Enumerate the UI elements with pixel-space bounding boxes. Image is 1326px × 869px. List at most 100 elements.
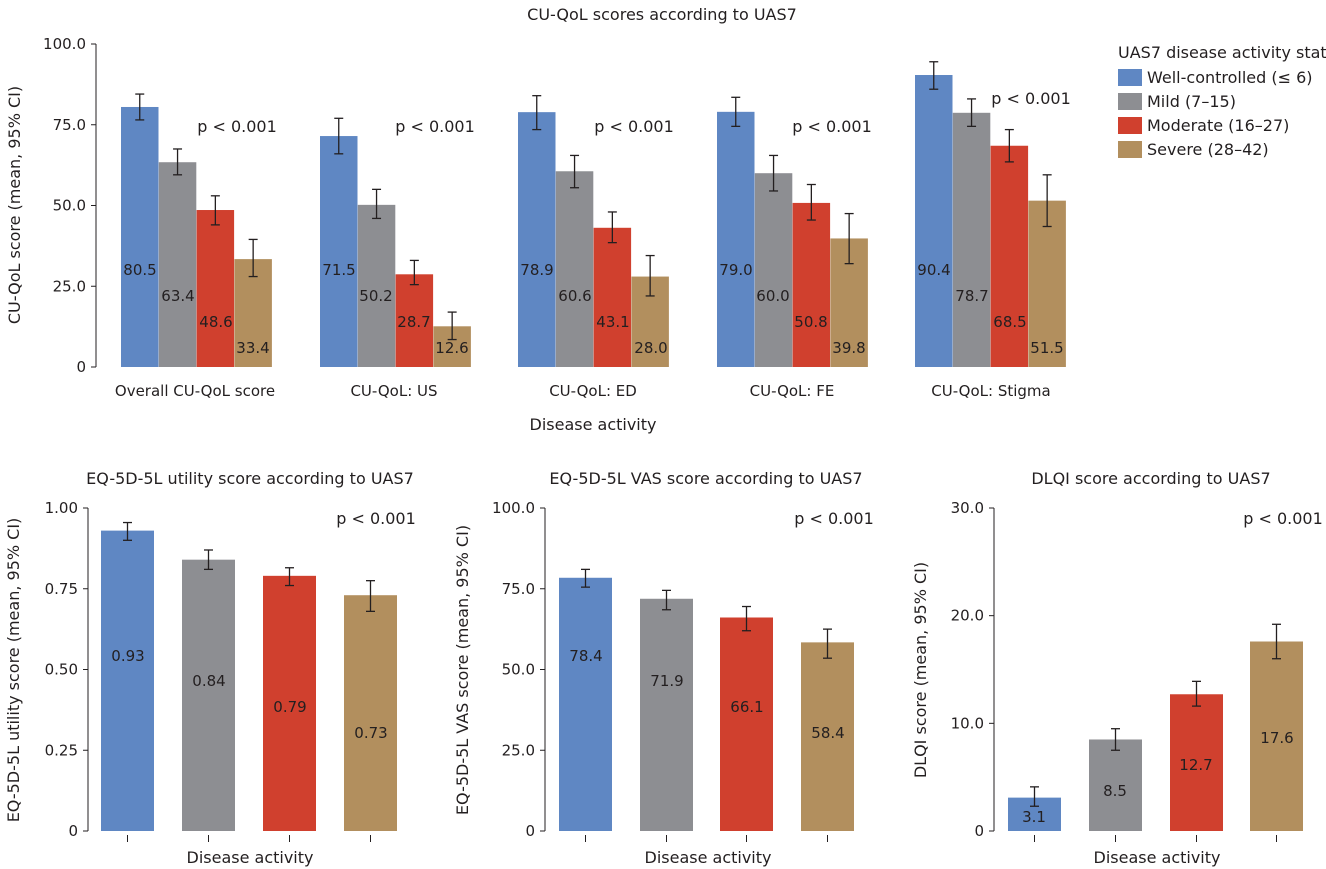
p-values: p < 0.001 p < 0.001 p < 0.001 p < 0.001 … [197,89,1071,136]
y-axis-label: EQ-5D-5L VAS score (mean, 95% CI) [453,525,472,815]
x-tick-label: CU-QoL: ED [549,382,637,400]
bar-value-label: 50.2 [359,287,392,305]
bar-value-label: 0.79 [273,698,306,716]
bar [801,642,854,831]
bar [555,171,594,367]
bar-value-label: 0.84 [192,672,225,690]
y-tick-label: 25.0 [53,277,86,295]
error-bars [135,61,1052,341]
legend-label: Severe (28–42) [1147,140,1269,159]
y-tick-label: 0.50 [45,661,78,679]
error-bars [1030,623,1281,807]
y-ticks: 0 0.25 0.50 0.75 1.00 [45,499,88,840]
chart-title: CU-QoL scores according to UAS7 [527,5,797,24]
error-bars [123,521,375,613]
bar-value-label: 0.93 [111,647,144,665]
x-ticks [585,835,828,842]
category-labels: Overall CU-QoL score CU-QoL: US CU-QoL: … [115,382,1051,400]
y-tick-label: 0 [76,358,86,376]
y-tick-label: 0 [974,822,984,840]
value-labels: 80.5 63.4 48.6 33.4 71.5 50.2 28.7 12.6 … [123,261,1063,357]
bar-value-label: 50.8 [794,313,827,331]
bar [559,577,612,831]
legend-swatch-moderate [1118,117,1142,134]
bar-value-label: 71.5 [322,261,355,279]
y-tick-label: 75.0 [53,116,86,134]
error-bars [581,568,832,659]
bar-value-label: 78.7 [955,287,988,305]
y-tick-label: 20.0 [951,607,984,625]
chart-eq5d-vas: EQ-5D-5L VAS score according to UAS7 EQ-… [453,469,874,867]
p-value-annotation: p < 0.001 [395,117,475,136]
bar-value-label: 79.0 [719,261,752,279]
bar [1250,641,1303,831]
y-tick-label: 1.00 [45,499,78,517]
y-tick-label: 50.0 [53,197,86,215]
p-value-annotation: p < 0.001 [792,117,872,136]
y-tick-label: 100.0 [492,499,535,517]
x-axis-label: Disease activity [530,415,657,434]
bar-value-label: 28.0 [634,339,667,357]
bar [196,210,235,367]
legend-title: UAS7 disease activity state: [1118,43,1326,62]
y-axis-label: CU-QoL score (mean, 95% CI) [5,86,24,324]
x-tick-label: CU-QoL: Stigma [931,382,1050,400]
bar-value-label: 0.73 [354,724,387,742]
x-tick-label: CU-QoL: FE [750,382,835,400]
y-tick-label: 30.0 [951,499,984,517]
bar-value-label: 78.9 [520,261,553,279]
bar-value-label: 66.1 [730,698,763,716]
bar-value-label: 63.4 [161,287,194,305]
bar [357,204,396,367]
bar [792,202,831,367]
bar-value-label: 28.7 [397,313,430,331]
bar [1089,739,1142,831]
y-tick-label: 100.0 [43,35,86,53]
legend-label: Well-controlled (≤ 6) [1147,68,1313,87]
bar-value-label: 68.5 [993,313,1026,331]
legend-swatch-severe [1118,141,1142,158]
bar [121,106,159,368]
legend: UAS7 disease activity state: Well-contro… [1118,43,1326,159]
bar [344,595,397,831]
bar [1170,694,1223,831]
x-tick-label: Overall CU-QoL score [115,382,275,400]
legend-swatch-well-controlled [1118,69,1142,86]
x-axis-label: Disease activity [1094,848,1221,867]
y-ticks: 0 25.0 50.0 75.0 100.0 [43,35,96,376]
chart-title: EQ-5D-5L VAS score according to UAS7 [549,469,862,488]
y-tick-label: 0.75 [45,580,78,598]
bar [1028,200,1066,367]
bar-value-label: 12.6 [435,339,468,357]
chart-eq5d-utility: EQ-5D-5L utility score according to UAS7… [4,469,416,867]
legend-swatch-mild [1118,93,1142,110]
y-ticks: 0 25.0 50.0 75.0 100.0 [492,499,545,840]
bar-value-label: 58.4 [811,724,844,742]
x-axis-label: Disease activity [187,848,314,867]
bar-value-label: 3.1 [1022,808,1046,826]
chart-title: EQ-5D-5L utility score according to UAS7 [86,469,414,488]
bar-value-label: 8.5 [1103,782,1127,800]
bar-value-label: 60.6 [558,287,591,305]
bar [915,75,953,368]
bar [952,112,991,367]
bars [101,530,397,831]
bar [754,173,793,367]
y-tick-label: 50.0 [502,661,535,679]
bar [720,617,773,831]
y-tick-label: 10.0 [951,714,984,732]
bar [640,598,693,831]
legend-label: Mild (7–15) [1147,92,1236,111]
bar-value-label: 33.4 [236,339,269,357]
bar [263,575,316,831]
chart-dlqi: DLQI score according to UAS7 DLQI score … [911,469,1323,867]
p-value-annotation: p < 0.001 [1243,509,1323,528]
bar [990,145,1029,367]
bar-value-label: 39.8 [832,339,865,357]
bar-value-label: 78.4 [569,647,602,665]
bar [320,136,358,367]
chart-cuqol: CU-QoL scores according to UAS7 CU-QoL s… [5,5,1326,434]
x-ticks [1034,835,1277,842]
x-ticks [127,835,371,842]
